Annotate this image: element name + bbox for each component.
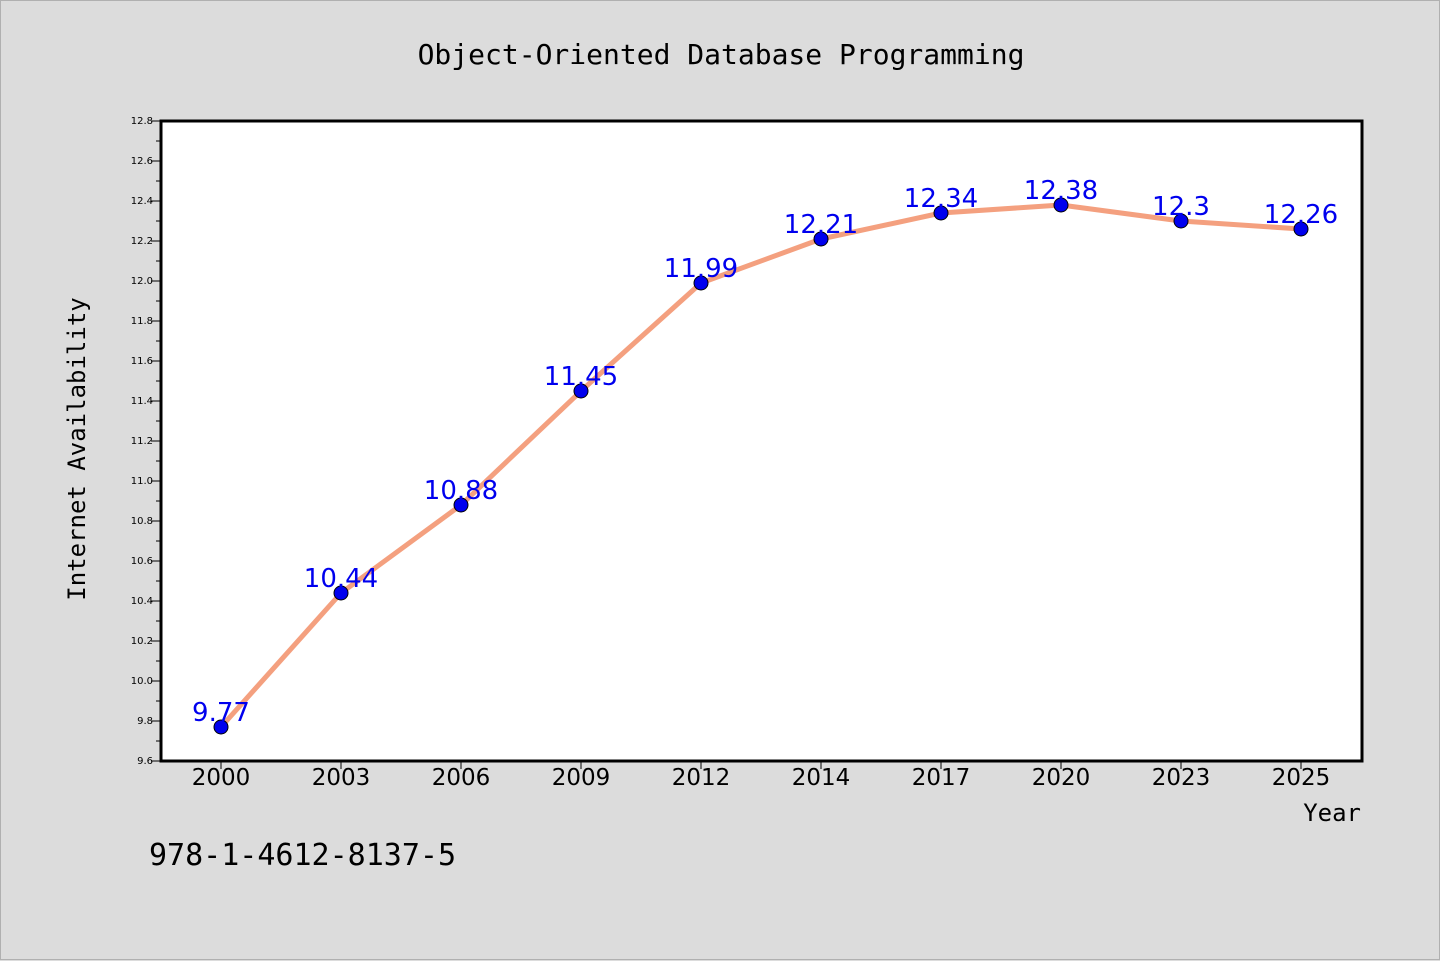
data-point[interactable] [213,719,229,735]
y-axis-label: Internet Availability [63,297,91,600]
y-tick-label: 11.4 [131,396,153,407]
y-tick-label: 12.6 [131,156,153,167]
data-label: 12.3 [1152,192,1210,222]
x-tick-label: 2017 [912,765,971,791]
data-point[interactable] [933,205,949,221]
data-point[interactable] [1173,213,1189,229]
y-tick-label: 11.8 [131,316,153,327]
data-point[interactable] [813,231,829,247]
x-tick-label: 2020 [1032,765,1091,791]
y-tick-label: 12.2 [131,236,153,247]
data-label: 9.77 [192,698,250,728]
data-label: 12.26 [1264,200,1338,230]
x-tick-label: 2012 [672,765,731,791]
series-line [218,202,1304,730]
x-tick-label: 2003 [312,765,371,791]
data-point[interactable] [333,585,349,601]
y-tick-label: 11.0 [131,476,153,487]
x-tick-label: 2009 [552,765,611,791]
y-tick-label: 11.2 [131,436,153,447]
data-label: 10.88 [424,476,498,506]
y-tick-label: 11.6 [131,356,153,367]
data-point[interactable] [1293,221,1309,237]
y-tick-label: 12.0 [131,276,153,287]
y-tick-label: 10.8 [131,516,153,527]
data-point[interactable] [693,275,709,291]
x-axis-label: Year [1303,799,1361,827]
data-label: 11.99 [664,254,738,284]
y-tick-label: 10.2 [131,636,153,647]
chart-title: Object-Oriented Database Programming [418,38,1025,71]
data-label: 11.45 [544,362,618,392]
x-tick-label: 2023 [1152,765,1211,791]
plot-area [159,119,1364,763]
y-tick-label: 9.8 [137,716,153,727]
series-layer: 9.77 10.44 10.88 11.45 11.99 12.21 12.34 12.38 1… [192,176,1338,735]
y-tick-label: 12.8 [131,116,153,127]
y-tick-label: 10.0 [131,676,153,687]
data-label: 12.21 [784,210,858,240]
y-tick-label: 10.6 [131,556,153,567]
y-tick-label: 10.4 [131,596,153,607]
data-label: 12.34 [904,184,978,214]
data-point[interactable] [453,497,469,513]
data-point[interactable] [1053,197,1069,213]
y-axis: 9.6 9.8 10.0 10.2 10.4 10.6 10.8 11.0 11.2 11.4 11… [131,116,161,767]
x-tick-label: 2000 [192,765,251,791]
x-axis: 2000 2003 2006 2009 2012 2014 2017 2020 2023 2025 [192,761,1331,791]
y-tick-label: 9.6 [137,756,153,767]
data-point[interactable] [573,383,589,399]
x-tick-label: 2014 [792,765,851,791]
isbn-footer-text: 978-1-4612-8137-5 [149,838,456,873]
x-tick-label: 2025 [1272,765,1331,791]
data-label: 10.44 [304,564,378,594]
x-tick-label: 2006 [432,765,491,791]
y-tick-label: 12.4 [131,196,153,207]
data-label: 12.38 [1024,176,1098,206]
